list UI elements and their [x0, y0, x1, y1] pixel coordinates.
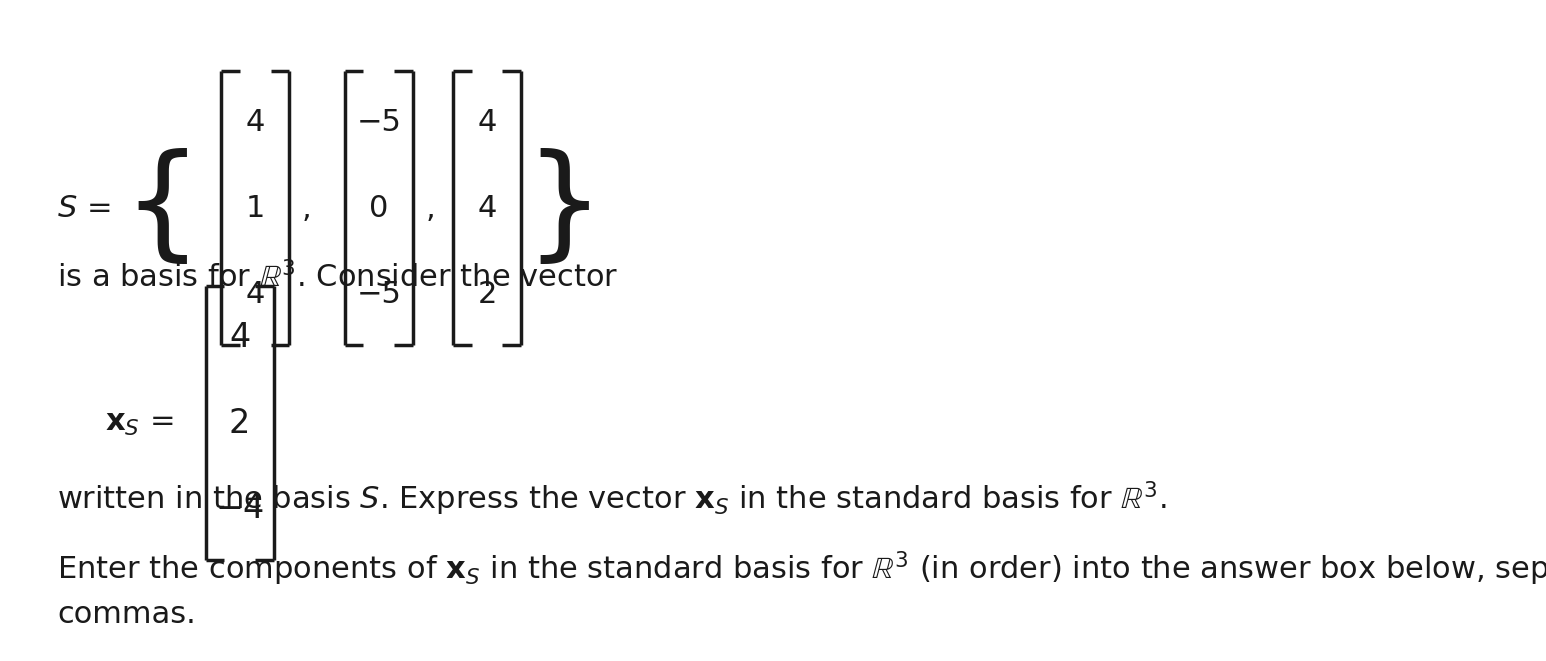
- Text: 1: 1: [246, 194, 264, 223]
- Text: ,: ,: [425, 194, 434, 223]
- Text: 2: 2: [229, 407, 250, 440]
- Text: is a basis for $\mathbb{R}^3$. Consider the vector: is a basis for $\mathbb{R}^3$. Consider …: [57, 261, 618, 294]
- Text: 4: 4: [229, 321, 250, 354]
- Text: 0: 0: [369, 194, 388, 223]
- Text: Enter the components of $\mathbf{x}_S$ in the standard basis for $\mathbb{R}^3$ : Enter the components of $\mathbf{x}_S$ i…: [57, 549, 1546, 588]
- Text: −4: −4: [215, 492, 264, 525]
- Text: {: {: [122, 147, 203, 269]
- Text: 4: 4: [246, 280, 264, 309]
- Text: written in the basis $\mathit{S}$. Express the vector $\mathbf{x}_S$ in the stan: written in the basis $\mathit{S}$. Expre…: [57, 480, 1167, 518]
- Text: $\mathbf{x}_S$ =: $\mathbf{x}_S$ =: [105, 408, 173, 438]
- Text: }: }: [524, 147, 604, 269]
- Text: 4: 4: [478, 194, 496, 223]
- Text: 2: 2: [478, 280, 496, 309]
- Text: ,: ,: [301, 194, 311, 223]
- Text: −5: −5: [356, 280, 402, 309]
- Text: 4: 4: [478, 108, 496, 137]
- Text: 4: 4: [246, 108, 264, 137]
- Text: $\mathit{S}$ =: $\mathit{S}$ =: [57, 194, 111, 223]
- Text: −5: −5: [356, 108, 402, 137]
- Text: commas.: commas.: [57, 600, 196, 629]
